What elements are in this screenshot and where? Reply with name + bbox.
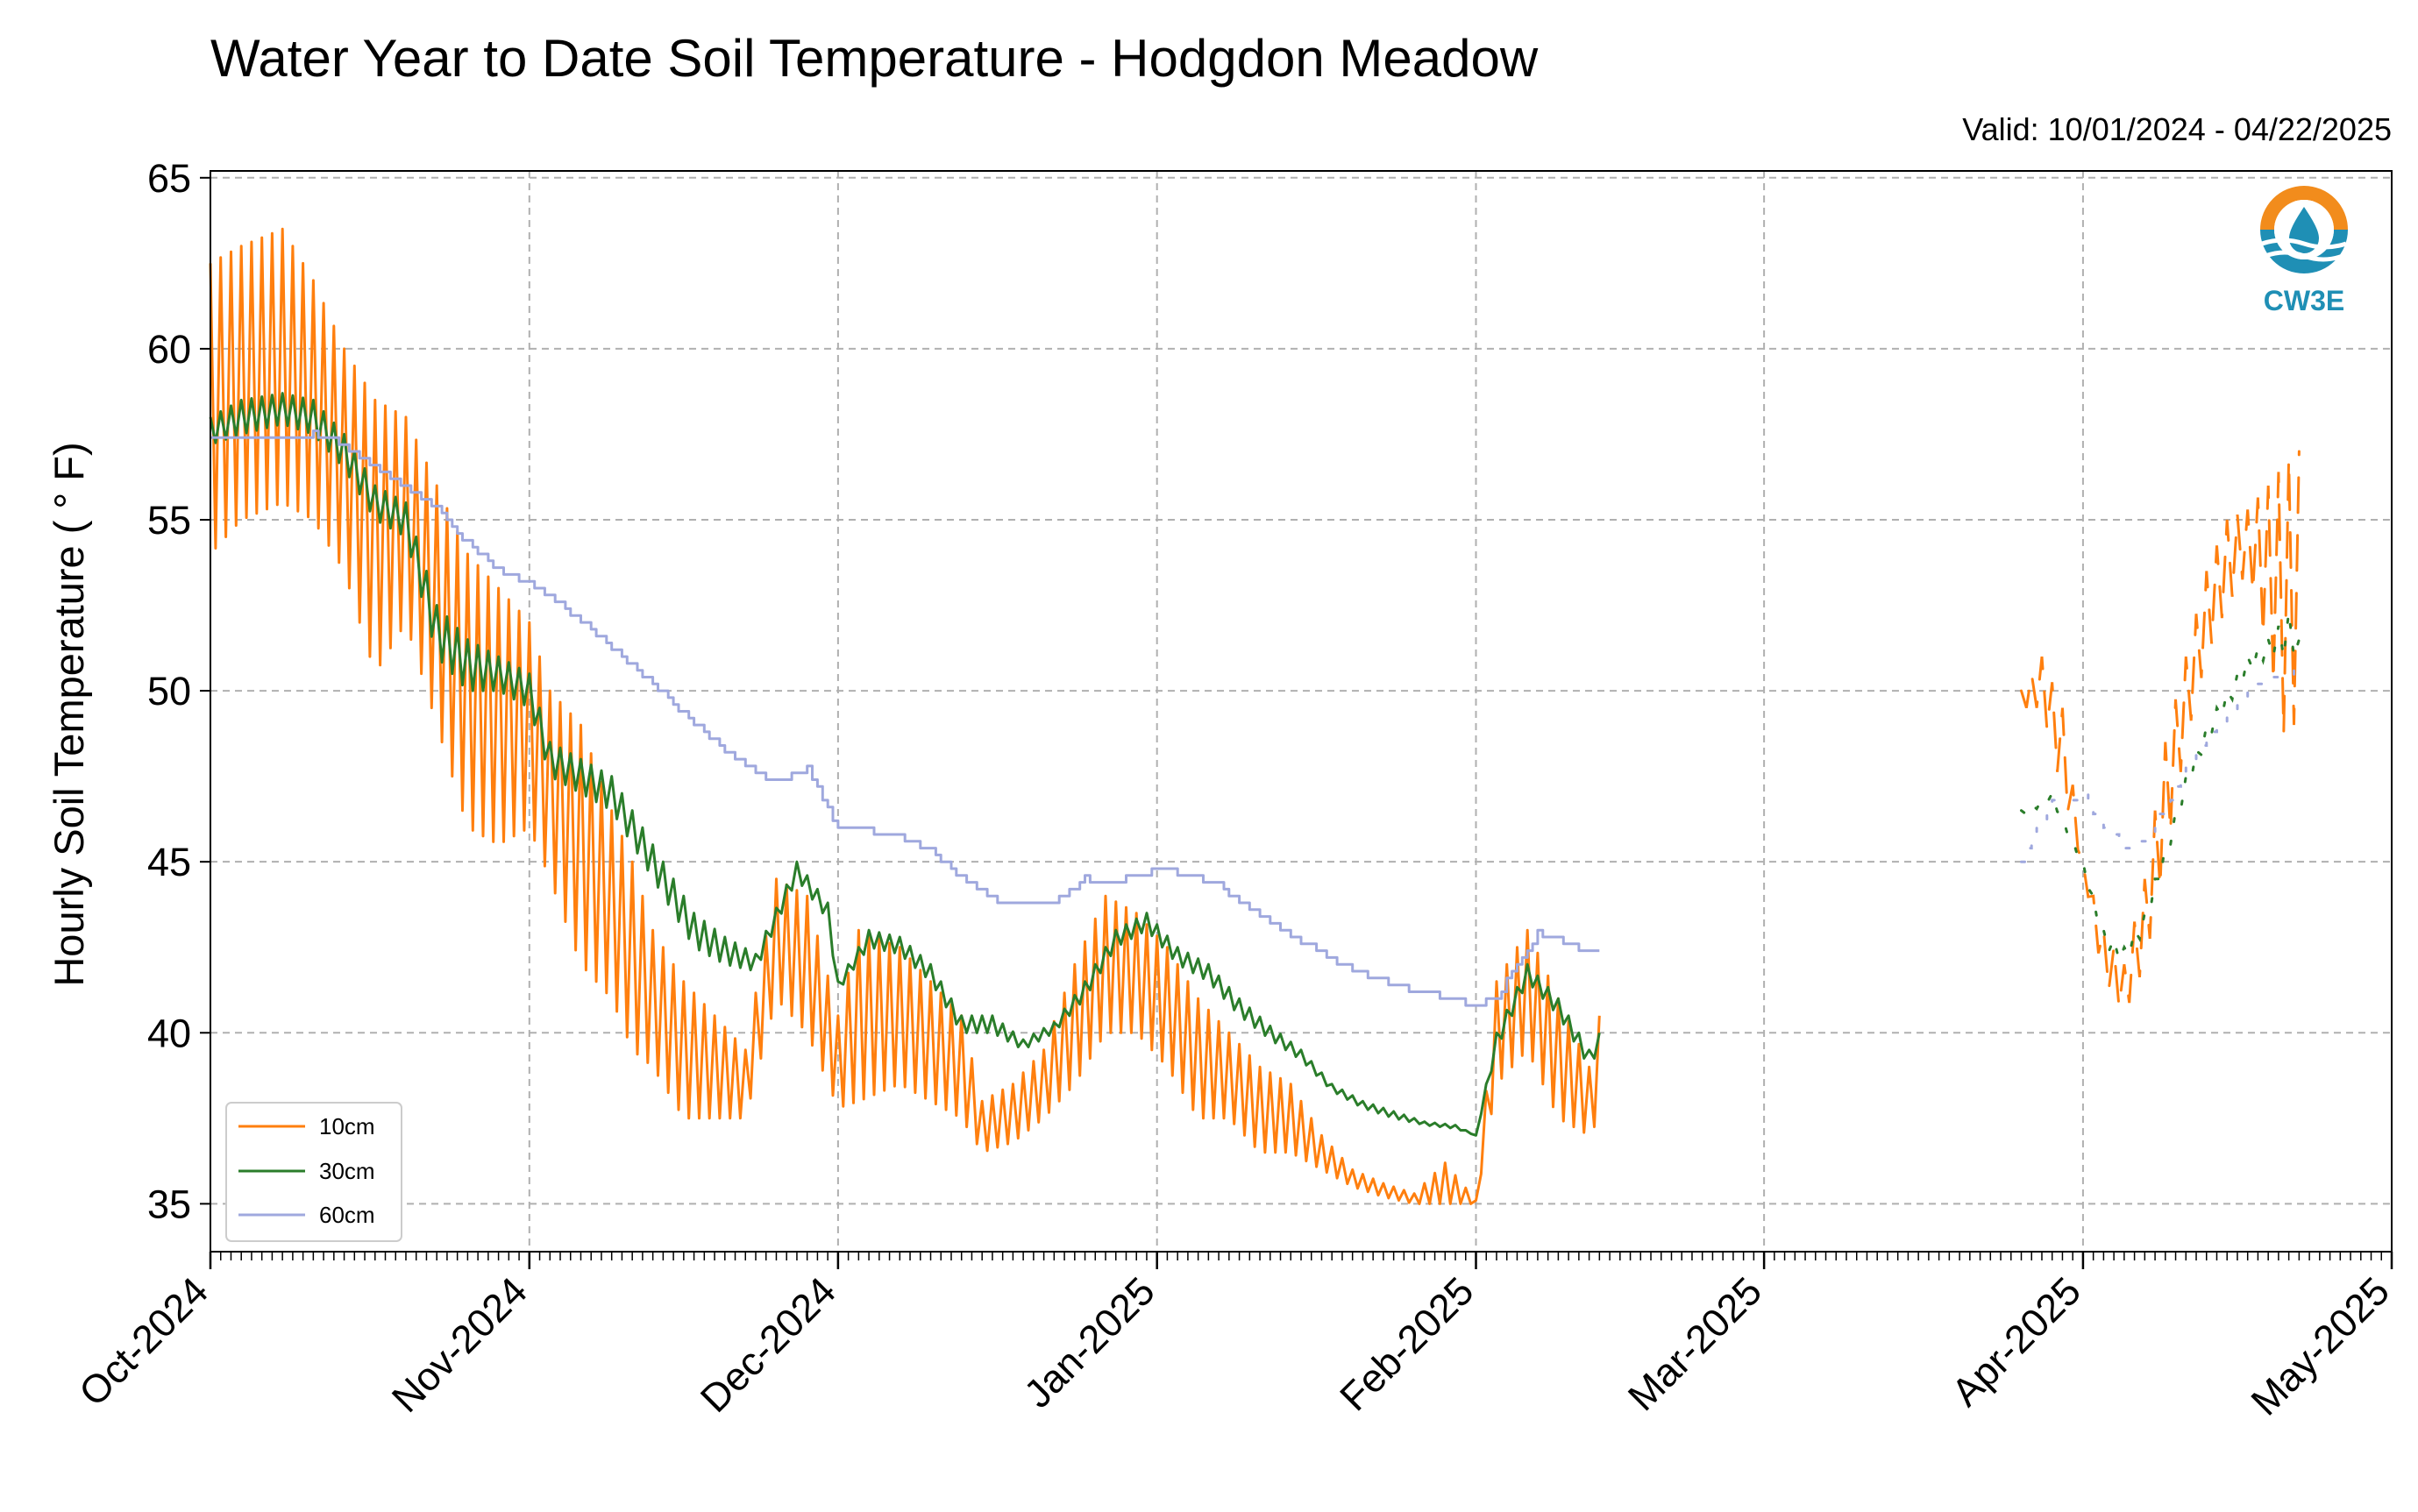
x-tick-label-Dec-2024: Dec-2024 (692, 1268, 844, 1421)
x-tick-label-Mar-2025: Mar-2025 (1619, 1268, 1770, 1419)
cw3e-logo: CW3E (2260, 186, 2348, 316)
y-tick-label-40: 40 (147, 1011, 191, 1055)
x-tick-label-Apr-2025: Apr-2025 (1943, 1268, 2089, 1415)
x-tick-label-Jan-2025: Jan-2025 (1015, 1268, 1163, 1416)
y-tick-label-60: 60 (147, 327, 191, 372)
legend-label-60cm: 60cm (319, 1202, 375, 1228)
x-tick-label-May-2025: May-2025 (2243, 1268, 2399, 1424)
logo-ring-bottom (2260, 230, 2348, 273)
y-axis-ticks: 35 40 45 50 55 60 65 (147, 156, 210, 1226)
y-tick-label-55: 55 (147, 498, 191, 543)
y-tick-label-35: 35 (147, 1182, 191, 1226)
series-lines (209, 227, 2301, 1205)
logo-text: CW3E (2264, 285, 2344, 316)
legend-label-10cm: 10cm (319, 1113, 375, 1139)
legend-box (225, 1102, 402, 1242)
series-line-10cm (209, 227, 1601, 1205)
x-tick-label-Oct-2024: Oct-2024 (70, 1268, 217, 1415)
series-line-spring-10cm (2020, 450, 2301, 1008)
y-tick-label-50: 50 (147, 669, 191, 713)
logo-wave-1 (2261, 238, 2347, 250)
x-tick-label-Nov-2024: Nov-2024 (383, 1268, 536, 1421)
series-line-30cm (209, 392, 1601, 1137)
y-tick-label-65: 65 (147, 156, 191, 201)
series-line-spring-60cm (2020, 669, 2301, 863)
series-line-spring-30cm (2020, 612, 2301, 965)
y-tick-label-45: 45 (147, 840, 191, 884)
chart-subtitle: Valid: 10/01/2024 - 04/22/2025 (1962, 111, 2392, 147)
x-axis-ticks: Oct-2024 Nov-2024 Dec-2024 Jan-2025 Feb-2025… (70, 1252, 2398, 1424)
logo-wave-2 (2265, 250, 2343, 262)
series-line-60cm (210, 429, 1600, 1007)
y-axis-label: Hourly Soil Temperature ( ° F) (46, 442, 92, 986)
logo-ring-top (2260, 186, 2348, 230)
legend: 10cm 30cm 60cm (225, 1102, 402, 1242)
chart-title: Water Year to Date Soil Temperature - Ho… (210, 29, 1539, 88)
legend-label-30cm: 30cm (319, 1158, 375, 1184)
x-tick-label-Feb-2025: Feb-2025 (1331, 1268, 1482, 1419)
